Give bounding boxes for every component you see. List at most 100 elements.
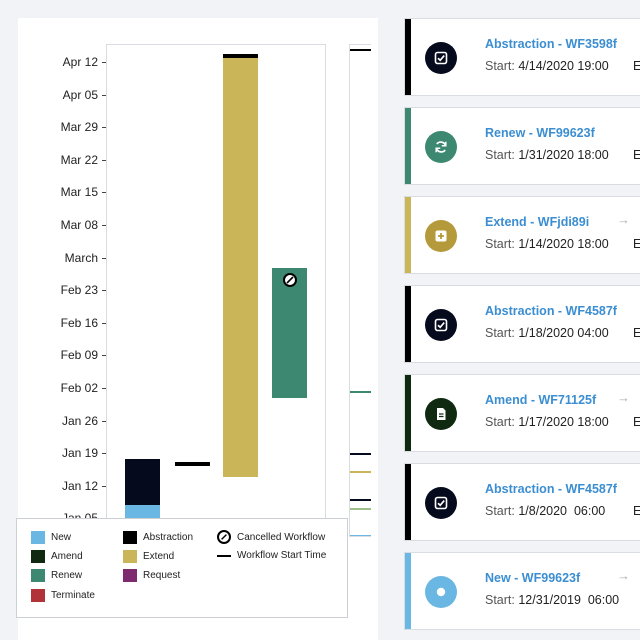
- legend-label: Workflow Start Time: [237, 550, 327, 561]
- y-tick-label: March: [64, 250, 98, 265]
- start-label: Start:: [485, 593, 515, 607]
- y-tick-label: Feb 02: [60, 381, 98, 395]
- y-tick-mark: [102, 127, 107, 129]
- card-end-label: E: [633, 148, 640, 162]
- card-title[interactable]: Abstraction - WF3598f: [485, 37, 617, 51]
- card-end-label: E: [633, 237, 640, 251]
- y-tick-mark: [102, 94, 107, 96]
- y-tick-label: Mar 29: [60, 120, 98, 135]
- bar-renew[interactable]: [272, 267, 307, 399]
- start-value: 1/31/2020 18:00: [514, 148, 609, 162]
- chart-legend: New Amend Renew Terminate Abstraction Extend R…: [16, 518, 348, 618]
- start-label: Start:: [485, 148, 515, 162]
- card-start-time: Start: 1/8/2020 06:00: [485, 504, 605, 518]
- workflow-card[interactable]: Abstraction - WF3598f Start: 4/14/2020 19…: [404, 18, 640, 96]
- card-title[interactable]: Abstraction - WF4587f: [485, 304, 617, 318]
- start-value: 4/14/2020 19:00: [514, 59, 609, 73]
- document-icon: [425, 398, 457, 430]
- y-tick-label: Feb 09: [60, 348, 98, 363]
- y-tick-mark: [102, 225, 107, 226]
- legend-label: Request: [143, 570, 181, 581]
- y-tick-mark: [102, 62, 107, 63]
- legend-item-abstraction: Abstraction: [123, 531, 193, 544]
- card-accent-bar: [405, 375, 411, 451]
- card-title[interactable]: Abstraction - WF4587f: [485, 482, 617, 496]
- timeline-plot-area: [106, 44, 326, 538]
- y-tick-mark: [102, 388, 107, 389]
- start-value: 1/18/2020 04:00: [514, 326, 609, 340]
- card-accent-bar: [405, 286, 411, 362]
- plus-square-icon: [425, 220, 457, 252]
- checkbox-icon: [425, 42, 457, 74]
- y-tick-label: Mar 22: [60, 152, 98, 167]
- start-line-swatch: [217, 554, 231, 557]
- checkbox-icon: [425, 309, 457, 341]
- card-end-label: E: [633, 326, 640, 340]
- card-end-label: E: [633, 59, 640, 73]
- overview-marker: [350, 471, 371, 473]
- card-accent-bar: [405, 19, 411, 95]
- start-value: 1/17/2020 18:00: [514, 415, 609, 429]
- card-accent-bar: [405, 108, 411, 184]
- start-label: Start:: [485, 415, 515, 429]
- bar-abstraction[interactable]: [125, 458, 160, 506]
- cancelled-icon: [217, 530, 231, 544]
- legend-item-start-time: Workflow Start Time: [217, 550, 326, 561]
- y-tick-label: Jan 26: [61, 413, 98, 428]
- legend-swatch: [123, 531, 137, 544]
- card-start-time: Start: 1/17/2020 18:00: [485, 415, 609, 429]
- card-accent-bar: [405, 464, 411, 540]
- card-start-time: Start: 1/31/2020 18:00: [485, 148, 609, 162]
- card-accent-bar: [405, 197, 411, 273]
- start-value: 1/14/2020 18:00: [514, 237, 609, 251]
- card-title[interactable]: New - WF99623f: [485, 571, 581, 585]
- y-tick-label: Feb 23: [60, 283, 98, 298]
- start-label: Start:: [485, 59, 515, 73]
- overview-marker: [350, 453, 371, 455]
- overview-scrollbar[interactable]: [349, 44, 371, 537]
- y-tick-label: Feb 16: [60, 315, 98, 330]
- legend-swatch: [31, 589, 45, 602]
- workflow-card[interactable]: Amend - WF71125f Start: 1/17/2020 18:00 →E: [404, 374, 640, 452]
- arrow-right-icon[interactable]: →: [617, 212, 630, 227]
- arrow-right-icon[interactable]: →: [617, 390, 630, 405]
- legend-label: New: [51, 532, 72, 543]
- checkbox-icon: [425, 487, 457, 519]
- legend-item-cancelled: Cancelled Workflow: [217, 530, 325, 544]
- legend-swatch: [123, 569, 137, 582]
- card-title[interactable]: Extend - WFjdi89i: [485, 215, 590, 229]
- y-tick-mark: [102, 485, 107, 487]
- legend-item-new: New: [31, 531, 71, 544]
- start-label: Start:: [485, 237, 515, 251]
- start-line-amend[interactable]: [175, 461, 210, 466]
- start-value: 12/31/2019 06:00: [514, 593, 620, 607]
- bar-extend[interactable]: [223, 53, 258, 478]
- overview-marker: [350, 535, 371, 536]
- legend-label: Abstraction: [143, 532, 194, 543]
- legend-label: Renew: [51, 570, 83, 581]
- card-title[interactable]: Renew - WF99623f: [485, 126, 595, 140]
- workflow-card[interactable]: Extend - WFjdi89i Start: 1/14/2020 18:00 →…: [404, 196, 640, 274]
- workflow-card[interactable]: New - WF99623f Start: 12/31/2019 06:00 →: [404, 552, 640, 630]
- y-tick-label: Mar 08: [60, 218, 98, 232]
- legend-label: Cancelled Workflow: [237, 531, 326, 543]
- legend-label: Amend: [51, 551, 83, 562]
- cancelled-icon: [282, 272, 297, 287]
- workflow-card[interactable]: Abstraction - WF4587f Start: 1/8/2020 06:…: [404, 463, 640, 541]
- arrow-right-icon[interactable]: →: [617, 568, 630, 583]
- bar-start-marker: [223, 53, 258, 58]
- card-accent-bar: [405, 553, 411, 629]
- y-tick-mark: [102, 290, 107, 292]
- card-end-label: E: [633, 504, 640, 518]
- y-tick-label: Apr 05: [62, 87, 98, 102]
- legend-swatch: [31, 531, 45, 544]
- y-tick-mark: [102, 420, 107, 422]
- y-tick-label: Mar 15: [60, 185, 98, 200]
- y-tick-mark: [102, 159, 107, 161]
- card-title[interactable]: Amend - WF71125f: [485, 393, 597, 407]
- y-tick-mark: [102, 192, 107, 194]
- legend-swatch: [31, 569, 45, 582]
- circle-icon: [425, 576, 457, 608]
- workflow-card[interactable]: Renew - WF99623f Start: 1/31/2020 18:00 E: [404, 107, 640, 185]
- workflow-card[interactable]: Abstraction - WF4587f Start: 1/18/2020 04…: [404, 285, 640, 363]
